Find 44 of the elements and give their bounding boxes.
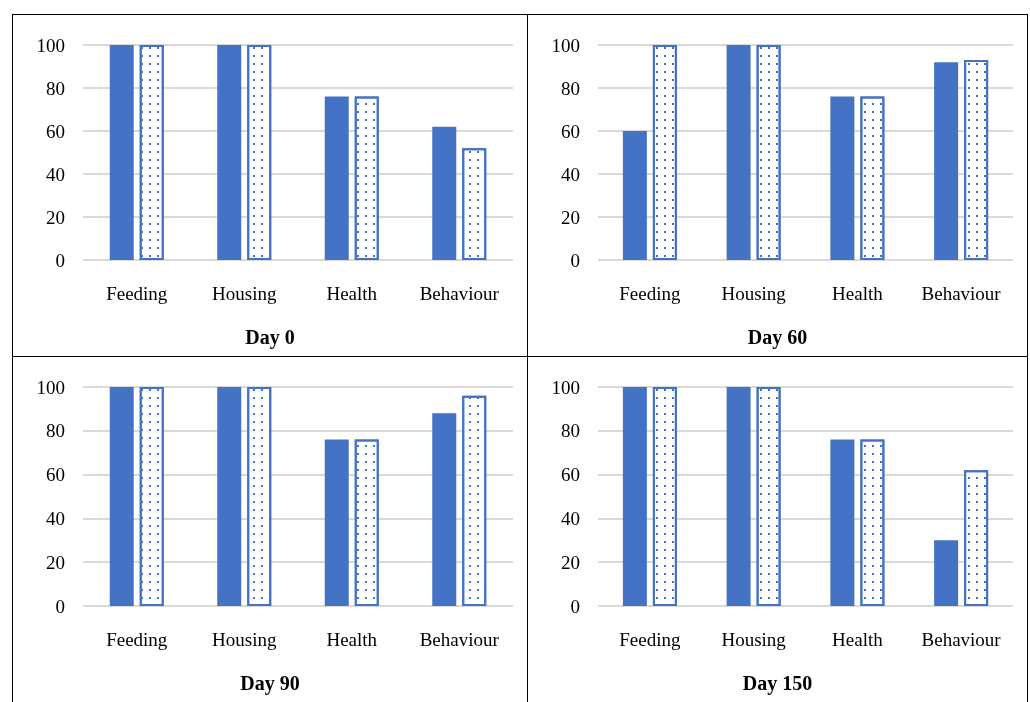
y-tick-label: 60: [46, 464, 65, 486]
y-tick-label: 0: [570, 595, 580, 617]
x-tick-label: Feeding: [619, 629, 681, 650]
y-tick-label: 0: [55, 595, 65, 617]
text: Day 0: [245, 326, 295, 349]
y-tick-label: 100: [36, 34, 65, 56]
x-tick-label: Housing: [212, 629, 277, 650]
x-tick-label: Behaviour: [419, 283, 500, 304]
y-tick-label: 20: [561, 206, 580, 228]
y-tick-label: 80: [46, 77, 65, 99]
x-tick-label: Health: [832, 629, 884, 650]
y-tick-label: 100: [551, 376, 580, 398]
y-tick-label: 60: [561, 120, 580, 142]
text: Day 60: [747, 326, 808, 349]
x-tick-label: Housing: [212, 283, 277, 304]
y-tick-label: 100: [551, 34, 580, 56]
y-tick-label: 100: [36, 376, 65, 398]
y-tick-label: 40: [561, 163, 580, 185]
x-tick-label: Feeding: [106, 283, 168, 304]
x-tick-label: Housing: [721, 283, 787, 304]
text: Day 90: [240, 672, 300, 695]
y-tick-label: 20: [561, 551, 580, 573]
y-tick-label: 80: [561, 77, 580, 99]
y-tick-label: 0: [55, 249, 65, 271]
y-tick-label: 60: [46, 120, 65, 142]
y-tick-label: 40: [561, 507, 580, 529]
y-tick-label: 20: [46, 206, 65, 228]
x-tick-label: Health: [326, 283, 378, 304]
y-tick-label: 40: [46, 507, 65, 529]
x-tick-label: Behaviour: [921, 283, 1002, 304]
x-tick-label: Health: [326, 629, 378, 650]
y-tick-label: 80: [561, 420, 580, 442]
x-tick-label: Feeding: [106, 629, 168, 650]
text: Day 150: [742, 672, 813, 695]
x-tick-label: Feeding: [619, 283, 681, 304]
y-tick-label: 0: [570, 249, 580, 271]
x-tick-label: Health: [832, 283, 884, 304]
x-tick-label: Behaviour: [921, 629, 1002, 650]
y-tick-label: 20: [46, 551, 65, 573]
y-tick-label: 60: [561, 464, 580, 486]
x-tick-label: Housing: [721, 629, 787, 650]
y-tick-label: 80: [46, 420, 65, 442]
x-tick-label: Behaviour: [419, 629, 500, 650]
y-tick-label: 40: [46, 163, 65, 185]
